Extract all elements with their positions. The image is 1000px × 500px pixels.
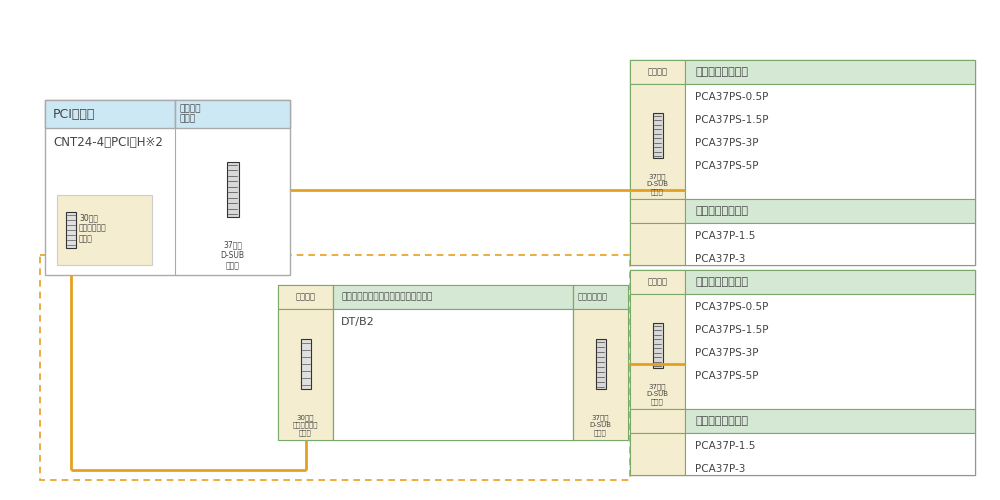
Bar [596,339,606,389]
Bar [45,100,290,275]
Text: PCA37PS-1.5P: PCA37PS-1.5P [695,115,768,125]
Bar [630,270,685,294]
Text: PCA37P-3: PCA37P-3 [695,464,745,474]
Bar [630,60,975,265]
Bar [57,195,152,265]
Bar [652,114,662,158]
Text: CNT24-4（PCI）H※2: CNT24-4（PCI）H※2 [53,136,163,149]
Bar [630,409,685,433]
Bar [685,199,975,223]
Bar [175,100,290,128]
Bar [278,309,333,440]
Text: フラットケーブル: フラットケーブル [695,206,748,216]
Text: 37ピン
D-SUB
（雄）: 37ピン D-SUB （雄） [590,415,612,436]
Bar [685,84,975,199]
Text: 30ピン
ポストヘッダ
（雄）: 30ピン ポストヘッダ （雄） [79,213,107,243]
Bar [333,309,573,440]
Text: PCIボード: PCIボード [53,108,95,120]
Bar [685,60,975,84]
Bar [333,285,573,309]
Text: コネクタ
形　状: コネクタ 形 状 [180,104,202,124]
Bar [630,433,685,475]
Bar [630,294,685,409]
Bar [630,60,685,84]
Bar [226,162,239,217]
Bar [278,285,333,309]
Bar [685,409,975,433]
Bar [685,433,975,475]
Bar [66,212,76,248]
Text: フラットケーブル: フラットケーブル [695,416,748,426]
Bar [685,223,975,265]
Bar [652,324,662,368]
Text: PCA37PS-3P: PCA37PS-3P [695,348,759,358]
Text: ボード側: ボード側 [296,292,316,302]
Bar [685,270,975,294]
Bar [40,255,630,480]
Bar [278,285,628,440]
Text: 37ピン
D-SUB
（雌）: 37ピン D-SUB （雌） [646,174,668,195]
Text: PCA37PS-0.5P: PCA37PS-0.5P [695,302,768,312]
Text: シールドケーブル: シールドケーブル [695,67,748,77]
Bar [630,270,975,475]
Bar [300,339,310,389]
Text: PCA37P-1.5: PCA37P-1.5 [695,441,755,451]
Bar [573,309,628,440]
Text: PCA37P-1.5: PCA37P-1.5 [695,231,755,241]
Text: フラットケーブル（ブラケット付き）: フラットケーブル（ブラケット付き） [341,292,432,302]
Bar [630,199,685,223]
Text: 30ピン
ポストヘッダ
（雄）: 30ピン ポストヘッダ （雄） [293,414,318,436]
Bar [573,285,628,309]
Bar [685,294,975,409]
Text: ボード側: ボード側 [648,68,668,76]
Text: PCA37PS-1.5P: PCA37PS-1.5P [695,325,768,335]
Text: ボード側: ボード側 [648,278,668,286]
Text: シールドケーブル: シールドケーブル [695,277,748,287]
Text: アクセサリ側: アクセサリ側 [578,292,608,302]
Text: PCA37PS-0.5P: PCA37PS-0.5P [695,92,768,102]
Text: PCA37PS-5P: PCA37PS-5P [695,371,759,381]
Text: PCA37PS-3P: PCA37PS-3P [695,138,759,148]
Text: 37ピン
D-SUB
（雄）: 37ピン D-SUB （雄） [220,240,244,270]
Text: 37ピン
D-SUB
（雌）: 37ピン D-SUB （雌） [646,384,668,405]
Text: DT/B2: DT/B2 [341,317,375,327]
Text: PCA37P-3: PCA37P-3 [695,254,745,264]
Bar [630,84,685,199]
Bar [630,223,685,265]
Bar [45,100,175,128]
Text: PCA37PS-5P: PCA37PS-5P [695,161,759,171]
